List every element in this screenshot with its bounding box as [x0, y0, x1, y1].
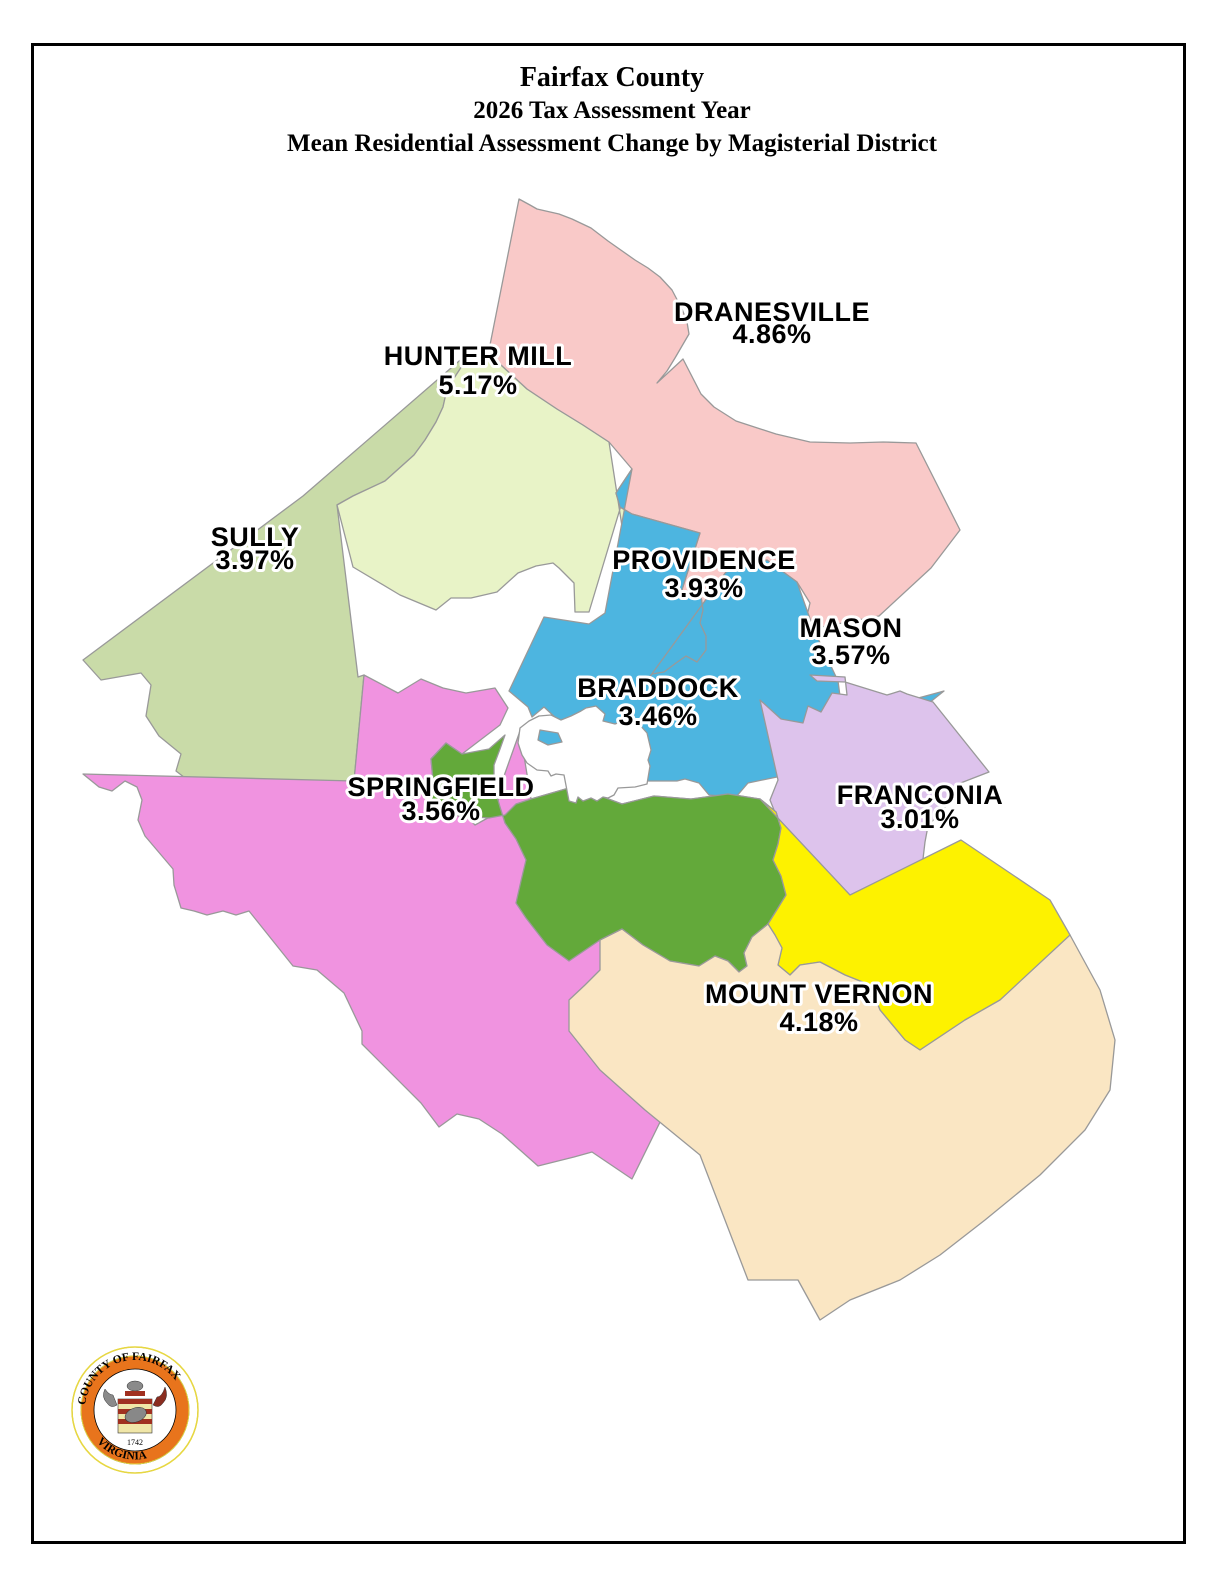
svg-text:1742: 1742 — [127, 1438, 143, 1447]
svg-text:PROVIDENCE: PROVIDENCE — [612, 545, 796, 575]
svg-text:3.57%: 3.57% — [811, 640, 890, 670]
svg-text:3.56%: 3.56% — [401, 796, 480, 826]
svg-text:3.01%: 3.01% — [880, 804, 959, 834]
svg-text:4.18%: 4.18% — [779, 1007, 858, 1037]
svg-text:HUNTER MILL: HUNTER MILL — [384, 341, 572, 371]
svg-text:BRADDOCK: BRADDOCK — [577, 673, 739, 703]
svg-text:MASON: MASON — [800, 613, 903, 643]
svg-text:3.93%: 3.93% — [664, 573, 743, 603]
svg-text:3.46%: 3.46% — [618, 701, 697, 731]
svg-text:MOUNT VERNON: MOUNT VERNON — [705, 979, 933, 1009]
svg-text:4.86%: 4.86% — [732, 319, 811, 349]
svg-text:5.17%: 5.17% — [438, 370, 517, 400]
svg-text:3.97%: 3.97% — [215, 545, 294, 575]
